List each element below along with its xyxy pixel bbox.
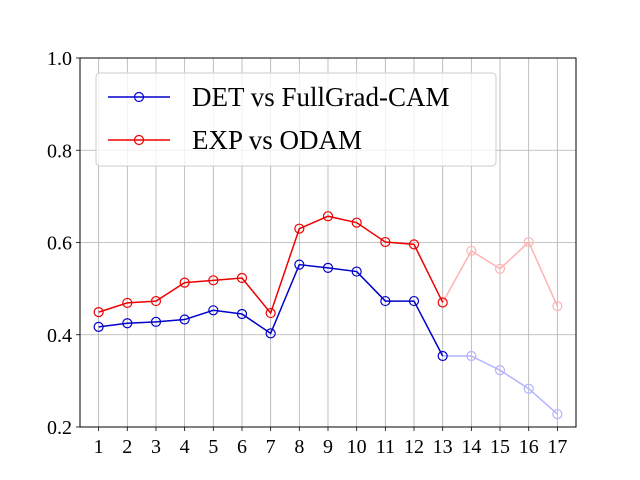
data-point [265, 307, 276, 319]
data-point [179, 277, 190, 288]
x-tick-label: 6 [237, 436, 247, 458]
legend-label-det: DET vs FullGrad-CAM [192, 82, 450, 112]
x-tick-label: 2 [122, 436, 132, 458]
data-point [466, 245, 477, 256]
data-point [552, 301, 563, 312]
data-point [351, 217, 362, 228]
legend-marker-exp [133, 134, 145, 146]
data-point [408, 239, 420, 250]
x-tick-label: 10 [347, 436, 367, 458]
x-tick-label: 8 [294, 436, 304, 458]
data-point [93, 307, 104, 318]
y-tick-label: 0.8 [47, 140, 72, 162]
y-tick-label: 0.6 [47, 233, 72, 255]
data-point [294, 259, 305, 270]
x-tick-label: 17 [547, 436, 567, 458]
data-point [351, 266, 362, 277]
y-tick-label: 0.4 [47, 325, 72, 347]
data-point [322, 262, 334, 273]
x-tick-label: 12 [404, 436, 424, 458]
data-point [523, 383, 534, 394]
x-tick-label: 4 [180, 436, 190, 458]
data-point [437, 350, 448, 362]
data-point [552, 408, 563, 420]
data-point [380, 295, 391, 307]
x-tick-label: 5 [208, 436, 218, 458]
data-point [466, 350, 477, 362]
legend-box [95, 72, 497, 167]
data-point [208, 305, 219, 316]
x-tick-label: 16 [519, 436, 539, 458]
data-point [523, 236, 534, 248]
series-line-faded [442, 355, 558, 415]
axis-ticks: 1 2 3 4 5 6 7 8 9 10 11 12 13 14 15 16 170.20.40.60.81.0 [47, 48, 567, 458]
data-point [122, 297, 133, 309]
data-point [93, 321, 104, 333]
data-point [437, 297, 448, 308]
data-point [150, 316, 162, 327]
data-point [294, 223, 305, 234]
x-tick-label: 14 [461, 436, 481, 458]
data-point [322, 211, 334, 222]
data-point [408, 295, 420, 307]
data-point [494, 263, 506, 274]
x-tick-label: 9 [323, 436, 333, 458]
x-tick-label: 7 [266, 436, 276, 458]
data-point [208, 275, 219, 286]
data-point [265, 328, 276, 339]
data-point [179, 314, 190, 325]
x-tick-label: 15 [490, 436, 510, 458]
series-group [93, 211, 563, 420]
series-line [98, 263, 444, 357]
series-line [98, 215, 444, 315]
series-line-faded [442, 240, 559, 307]
data-point [380, 236, 391, 248]
data-point [236, 308, 248, 320]
legend-marker-det [133, 91, 145, 103]
x-tick-label: 11 [376, 436, 395, 458]
y-tick-label: 0.2 [47, 417, 72, 439]
legend-label-exp: EXP vs ODAM [192, 125, 362, 155]
x-tick-label: 13 [433, 436, 453, 458]
x-tick-label: 1 [94, 436, 104, 458]
data-point [236, 272, 248, 284]
data-point [122, 318, 133, 329]
x-tick-label: 3 [151, 436, 161, 458]
legend: DET vs FullGrad-CAM EXP vs ODAM [95, 72, 497, 167]
data-point [150, 295, 162, 307]
y-tick-label: 1.0 [47, 48, 72, 70]
data-point [494, 365, 506, 376]
